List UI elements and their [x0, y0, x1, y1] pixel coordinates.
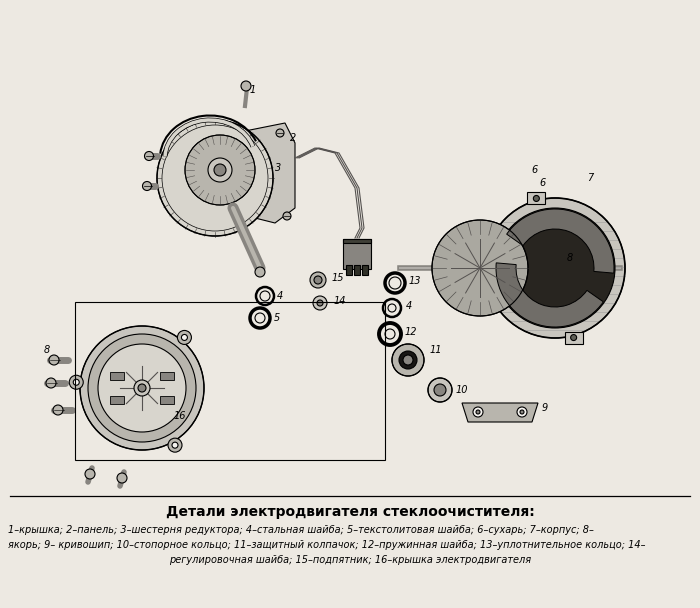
Bar — [362, 265, 368, 275]
Text: 7: 7 — [587, 173, 594, 183]
Circle shape — [98, 344, 186, 432]
Polygon shape — [235, 123, 295, 223]
Circle shape — [177, 330, 191, 345]
FancyBboxPatch shape — [565, 331, 582, 344]
Text: регулировочная шайба; 15–подпятник; 16–крышка электродвигателя: регулировочная шайба; 15–подпятник; 16–к… — [169, 555, 531, 565]
Circle shape — [117, 473, 127, 483]
Text: 10: 10 — [456, 385, 468, 395]
Circle shape — [85, 469, 95, 479]
Circle shape — [476, 410, 480, 414]
Bar — [343, 239, 371, 243]
Circle shape — [181, 334, 188, 340]
Text: 5: 5 — [274, 313, 280, 323]
Circle shape — [208, 158, 232, 182]
Text: 1–крышка; 2–панель; 3–шестерня редуктора; 4–стальная шайба; 5–текстолитовая шайб: 1–крышка; 2–панель; 3–шестерня редуктора… — [8, 525, 594, 535]
Bar — [346, 265, 352, 275]
Circle shape — [46, 378, 56, 388]
Text: 8: 8 — [567, 253, 573, 263]
Circle shape — [313, 296, 327, 310]
Circle shape — [495, 208, 615, 328]
Circle shape — [255, 267, 265, 277]
Circle shape — [310, 272, 326, 288]
Circle shape — [74, 379, 79, 385]
Wedge shape — [496, 263, 603, 327]
Circle shape — [144, 151, 153, 161]
Text: 6: 6 — [540, 178, 546, 188]
Circle shape — [428, 378, 452, 402]
Text: 15: 15 — [332, 273, 344, 283]
Circle shape — [434, 384, 446, 396]
Circle shape — [214, 164, 226, 176]
Circle shape — [49, 355, 59, 365]
Circle shape — [520, 410, 524, 414]
Circle shape — [570, 334, 577, 340]
Text: 3: 3 — [275, 163, 281, 173]
Text: Детали электродвигателя стеклоочистителя:: Детали электродвигателя стеклоочистителя… — [166, 505, 534, 519]
Circle shape — [533, 195, 540, 201]
FancyBboxPatch shape — [110, 372, 124, 380]
Circle shape — [134, 380, 150, 396]
Circle shape — [317, 300, 323, 306]
Bar — [343, 239, 371, 269]
Text: 8: 8 — [44, 345, 50, 355]
Circle shape — [53, 405, 63, 415]
Text: якорь; 9– кривошип; 10–стопорное кольцо; 11–защитный колпачок; 12–пружинная шайб: якорь; 9– кривошип; 10–стопорное кольцо;… — [8, 540, 645, 550]
FancyBboxPatch shape — [110, 396, 124, 404]
Circle shape — [485, 198, 625, 338]
Bar — [354, 265, 360, 275]
Circle shape — [88, 334, 196, 442]
Circle shape — [69, 375, 83, 389]
Circle shape — [157, 120, 273, 236]
Circle shape — [392, 344, 424, 376]
Text: 2: 2 — [290, 133, 296, 143]
Circle shape — [432, 220, 528, 316]
Circle shape — [473, 407, 483, 417]
FancyBboxPatch shape — [527, 193, 545, 204]
Circle shape — [403, 355, 413, 365]
Wedge shape — [507, 209, 614, 273]
Circle shape — [314, 276, 322, 284]
Text: 6: 6 — [532, 165, 538, 175]
Circle shape — [80, 326, 204, 450]
Text: 13: 13 — [409, 276, 421, 286]
Text: 1: 1 — [250, 85, 256, 95]
Text: 16: 16 — [174, 411, 186, 421]
Circle shape — [399, 351, 417, 369]
Circle shape — [283, 212, 291, 220]
Text: 4: 4 — [277, 291, 284, 301]
FancyBboxPatch shape — [160, 372, 174, 380]
FancyBboxPatch shape — [160, 396, 174, 404]
Circle shape — [276, 129, 284, 137]
Circle shape — [241, 81, 251, 91]
Text: 4: 4 — [406, 301, 412, 311]
Circle shape — [172, 442, 178, 448]
Circle shape — [517, 407, 527, 417]
Circle shape — [185, 135, 255, 205]
Circle shape — [168, 438, 182, 452]
Text: 11: 11 — [430, 345, 442, 355]
Polygon shape — [462, 403, 538, 422]
Text: 9: 9 — [542, 403, 548, 413]
Text: 12: 12 — [405, 327, 417, 337]
Circle shape — [143, 182, 151, 190]
Text: 14: 14 — [334, 296, 346, 306]
Circle shape — [138, 384, 146, 392]
